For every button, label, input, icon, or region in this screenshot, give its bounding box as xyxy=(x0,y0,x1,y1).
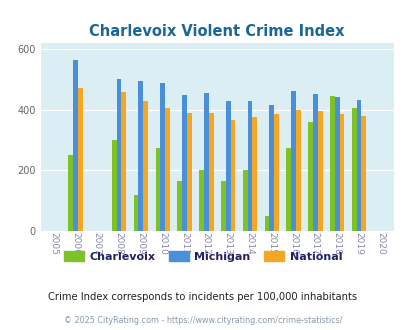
Bar xyxy=(203,93,208,231)
Bar xyxy=(252,117,256,231)
Bar xyxy=(295,110,300,231)
Bar xyxy=(208,113,213,231)
Bar xyxy=(155,148,160,231)
Title: Charlevoix Violent Crime Index: Charlevoix Violent Crime Index xyxy=(89,24,344,39)
Bar xyxy=(264,216,269,231)
Bar xyxy=(273,115,278,231)
Bar xyxy=(182,95,186,231)
Bar xyxy=(121,92,126,231)
Bar xyxy=(242,170,247,231)
Bar xyxy=(177,181,182,231)
Bar xyxy=(138,81,143,231)
Bar xyxy=(133,195,138,231)
Bar xyxy=(351,108,356,231)
Bar xyxy=(307,122,312,231)
Bar xyxy=(312,94,317,231)
Bar xyxy=(356,100,360,231)
Bar xyxy=(160,83,165,231)
Bar xyxy=(68,155,73,231)
Bar xyxy=(112,140,116,231)
Text: Crime Index corresponds to incidents per 100,000 inhabitants: Crime Index corresponds to incidents per… xyxy=(48,292,357,302)
Bar xyxy=(78,88,83,231)
Bar xyxy=(220,181,225,231)
Bar xyxy=(317,111,322,231)
Bar xyxy=(186,113,191,231)
Bar xyxy=(329,96,334,231)
Bar xyxy=(230,120,235,231)
Bar xyxy=(290,91,295,231)
Bar xyxy=(73,60,78,231)
Bar xyxy=(225,101,230,231)
Bar xyxy=(198,170,203,231)
Bar xyxy=(116,79,121,231)
Text: © 2025 CityRating.com - https://www.cityrating.com/crime-statistics/: © 2025 CityRating.com - https://www.city… xyxy=(64,316,341,325)
Bar xyxy=(339,114,343,231)
Legend: Charlevoix, Michigan, National: Charlevoix, Michigan, National xyxy=(60,247,345,267)
Bar xyxy=(165,108,169,231)
Bar xyxy=(334,97,339,231)
Bar xyxy=(269,105,273,231)
Bar xyxy=(286,148,290,231)
Bar xyxy=(247,101,252,231)
Bar xyxy=(143,101,148,231)
Bar xyxy=(360,116,365,231)
